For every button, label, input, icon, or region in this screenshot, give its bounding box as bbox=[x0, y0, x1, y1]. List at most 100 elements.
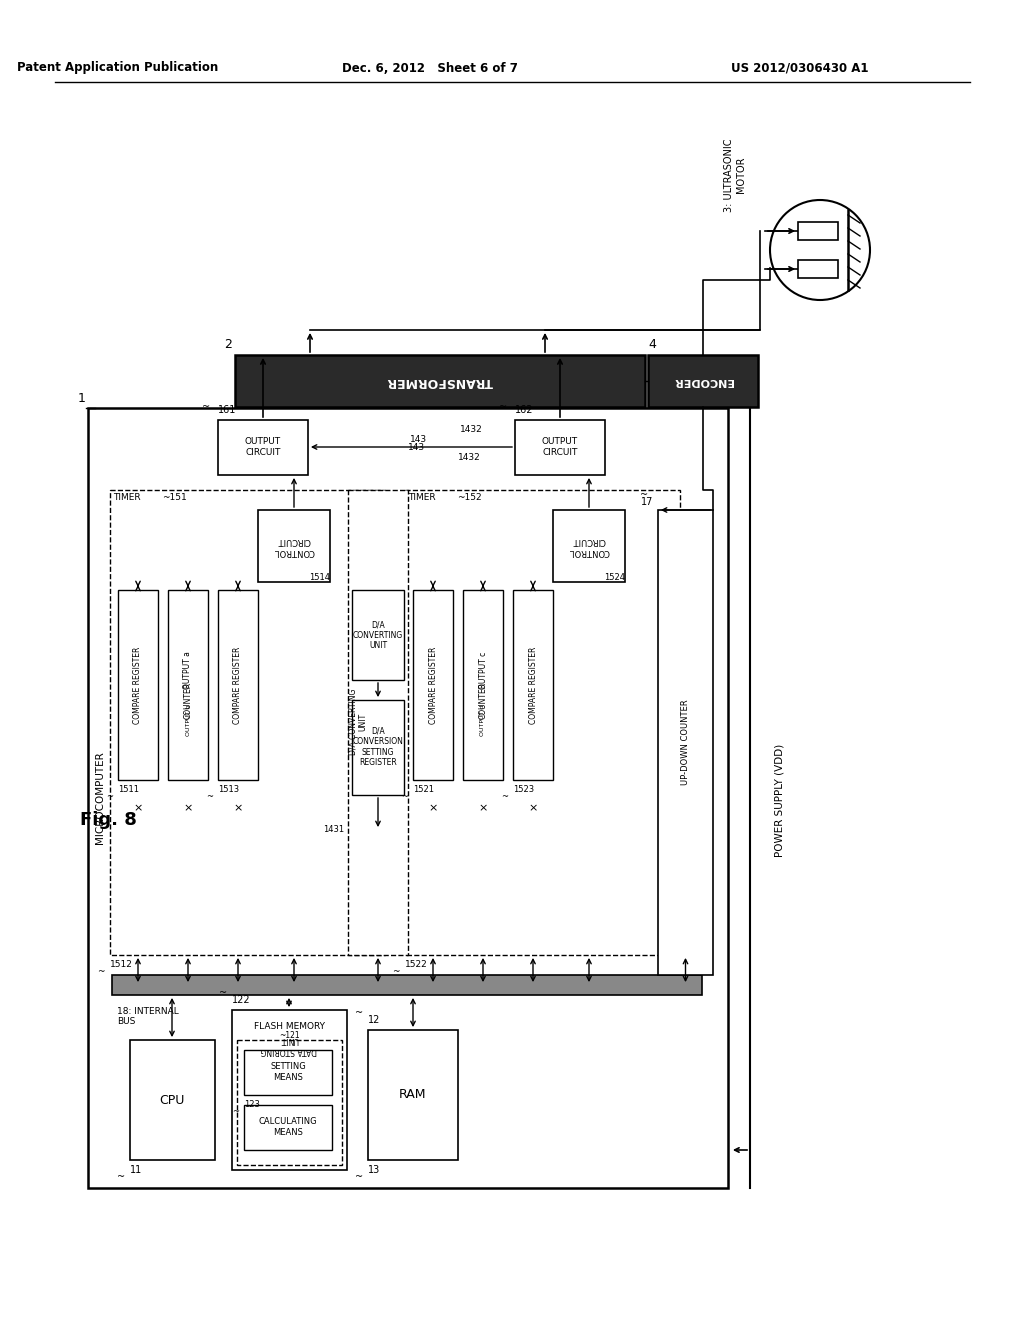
Text: 4: 4 bbox=[648, 338, 656, 351]
Text: 1522: 1522 bbox=[406, 960, 428, 969]
Text: 1524: 1524 bbox=[604, 573, 625, 582]
Text: ~: ~ bbox=[106, 792, 113, 801]
Text: 18: INTERNAL
BUS: 18: INTERNAL BUS bbox=[117, 1007, 179, 1027]
Text: POWER SUPPLY (VDD): POWER SUPPLY (VDD) bbox=[775, 743, 785, 857]
Text: Patent Application Publication: Patent Application Publication bbox=[17, 62, 219, 74]
Text: 17: 17 bbox=[641, 498, 653, 507]
Text: OUTPUT d: OUTPUT d bbox=[480, 705, 485, 735]
Text: D/A
CONVERTING
UNIT: D/A CONVERTING UNIT bbox=[353, 620, 403, 649]
Text: COMPARE REGISTER: COMPARE REGISTER bbox=[233, 647, 243, 723]
Text: ~: ~ bbox=[392, 968, 400, 975]
Bar bbox=[112, 975, 702, 995]
Text: ~: ~ bbox=[501, 792, 508, 801]
Bar bbox=[406, 490, 680, 954]
Bar bbox=[368, 1030, 458, 1160]
Text: 11: 11 bbox=[130, 1166, 142, 1175]
Text: ×: × bbox=[233, 803, 243, 813]
Text: ~: ~ bbox=[355, 1172, 362, 1181]
Bar bbox=[463, 590, 503, 780]
Bar bbox=[232, 1010, 347, 1170]
Bar bbox=[513, 590, 553, 780]
Bar bbox=[553, 510, 625, 582]
Text: COUNTER: COUNTER bbox=[183, 681, 193, 718]
Text: OUTPUT
CIRCUIT: OUTPUT CIRCUIT bbox=[245, 437, 281, 457]
Bar bbox=[658, 510, 713, 975]
Text: OUTPUT c: OUTPUT c bbox=[478, 651, 487, 689]
Bar bbox=[798, 222, 838, 240]
Text: D/A CONVERTING
UNIT: D/A CONVERTING UNIT bbox=[348, 689, 368, 755]
Text: CONTROL
CIRCUIT: CONTROL CIRCUIT bbox=[568, 536, 609, 556]
Text: MICROCOMPUTER: MICROCOMPUTER bbox=[95, 751, 105, 845]
Text: ×: × bbox=[528, 803, 538, 813]
Text: ~: ~ bbox=[219, 987, 227, 998]
Text: ~152: ~152 bbox=[457, 492, 481, 502]
Text: 1432: 1432 bbox=[460, 425, 482, 434]
Text: OUTPUT a: OUTPUT a bbox=[183, 651, 193, 689]
Text: UP-DOWN COUNTER: UP-DOWN COUNTER bbox=[681, 700, 690, 785]
Bar bbox=[352, 700, 404, 795]
Bar bbox=[413, 590, 453, 780]
Bar bbox=[352, 590, 404, 680]
Text: ~: ~ bbox=[97, 968, 105, 975]
Bar bbox=[88, 408, 728, 1188]
Text: ~121: ~121 bbox=[279, 1031, 299, 1040]
Text: 12: 12 bbox=[368, 1015, 380, 1026]
Text: 143: 143 bbox=[408, 444, 425, 453]
Text: ~: ~ bbox=[206, 792, 213, 801]
Bar bbox=[110, 490, 385, 954]
Text: CPU: CPU bbox=[160, 1093, 184, 1106]
Bar bbox=[237, 1040, 342, 1166]
Bar bbox=[648, 355, 758, 407]
Text: COMPARE REGISTER: COMPARE REGISTER bbox=[428, 647, 437, 723]
Text: 161: 161 bbox=[218, 405, 237, 414]
Bar bbox=[258, 510, 330, 582]
Text: RAM: RAM bbox=[399, 1089, 427, 1101]
Text: CONTROL
CIRCUIT: CONTROL CIRCUIT bbox=[273, 536, 314, 556]
Bar bbox=[798, 260, 838, 279]
Bar bbox=[515, 420, 605, 475]
Text: ~: ~ bbox=[202, 403, 210, 412]
Text: 1521: 1521 bbox=[413, 785, 434, 795]
Text: DATA STORING
UNIT: DATA STORING UNIT bbox=[261, 1035, 317, 1055]
Text: 162: 162 bbox=[515, 405, 534, 414]
Text: 1: 1 bbox=[78, 392, 86, 405]
Bar bbox=[234, 355, 645, 407]
Text: US 2012/0306430 A1: US 2012/0306430 A1 bbox=[731, 62, 868, 74]
Text: ENCODER: ENCODER bbox=[673, 376, 733, 385]
Text: 2: 2 bbox=[224, 338, 232, 351]
Text: Dec. 6, 2012   Sheet 6 of 7: Dec. 6, 2012 Sheet 6 of 7 bbox=[342, 62, 518, 74]
Bar bbox=[244, 1105, 332, 1150]
Text: 3: ULTRASONIC
MOTOR: 3: ULTRASONIC MOTOR bbox=[724, 139, 745, 211]
Text: FLASH MEMORY: FLASH MEMORY bbox=[254, 1022, 325, 1031]
Text: 1511: 1511 bbox=[118, 785, 139, 795]
Text: TIMER: TIMER bbox=[408, 492, 435, 502]
Text: COMPARE REGISTER: COMPARE REGISTER bbox=[528, 647, 538, 723]
Text: ~: ~ bbox=[117, 1172, 125, 1181]
Text: CALCULATING
MEANS: CALCULATING MEANS bbox=[259, 1117, 317, 1137]
Text: 123: 123 bbox=[244, 1100, 260, 1109]
Text: 1431: 1431 bbox=[323, 825, 344, 834]
Text: OUTPUT b: OUTPUT b bbox=[185, 705, 190, 735]
Text: 1523: 1523 bbox=[513, 785, 535, 795]
Bar bbox=[168, 590, 208, 780]
Text: TIMER: TIMER bbox=[113, 492, 140, 502]
Bar bbox=[348, 490, 408, 954]
Text: COMPARE REGISTER: COMPARE REGISTER bbox=[133, 647, 142, 723]
Text: ×: × bbox=[183, 803, 193, 813]
Text: 122: 122 bbox=[232, 995, 251, 1005]
Text: ×: × bbox=[133, 803, 142, 813]
Text: ~151: ~151 bbox=[162, 492, 186, 502]
Text: 1513: 1513 bbox=[218, 785, 240, 795]
Text: Fig. 8: Fig. 8 bbox=[80, 810, 137, 829]
Bar bbox=[118, 590, 158, 780]
Text: 143: 143 bbox=[410, 436, 427, 445]
Text: COUNTER: COUNTER bbox=[478, 681, 487, 718]
Text: TRANSFORMER: TRANSFORMER bbox=[387, 375, 494, 388]
Text: SETTING
MEANS: SETTING MEANS bbox=[270, 1063, 306, 1081]
Text: ~: ~ bbox=[640, 490, 648, 500]
Bar bbox=[218, 590, 258, 780]
Text: ×: × bbox=[478, 803, 487, 813]
Bar bbox=[218, 420, 308, 475]
Text: ~: ~ bbox=[499, 403, 507, 412]
Text: OUTPUT
CIRCUIT: OUTPUT CIRCUIT bbox=[542, 437, 579, 457]
